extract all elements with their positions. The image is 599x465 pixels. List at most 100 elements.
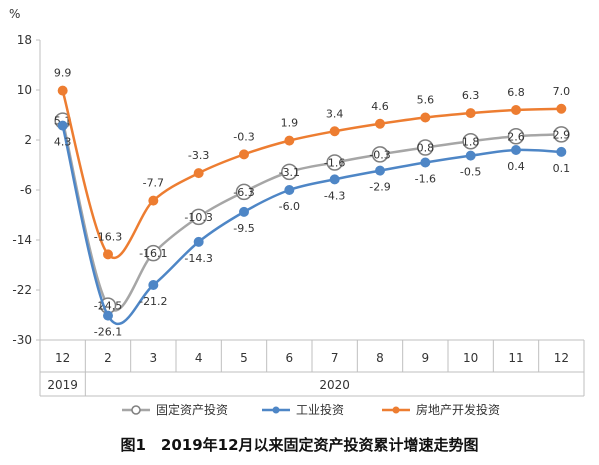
data-point bbox=[103, 310, 113, 321]
data-label: 0.4 bbox=[507, 160, 525, 173]
data-label: 2.9 bbox=[553, 128, 571, 141]
data-point bbox=[556, 146, 567, 157]
data-label: -6.3 bbox=[233, 186, 254, 199]
data-label: -7.7 bbox=[143, 177, 164, 190]
data-label: 9.9 bbox=[54, 67, 72, 80]
x-tick-label: 3 bbox=[150, 351, 158, 365]
data-label: -3.3 bbox=[188, 149, 209, 162]
data-label: -6.0 bbox=[279, 200, 300, 213]
data-point bbox=[420, 112, 431, 123]
data-label: -3.1 bbox=[279, 166, 300, 179]
axes: 18 10 2 -6 -14 -22 -30 12 2 3 4 5 6 7 8 9 10 11 12 2019 2020 bbox=[12, 33, 585, 397]
series-3: 9.9 -16.3 -7.7 -3.3 -0.3 1.9 3.4 4.6 5.6 6.3 6.8 7.… bbox=[54, 67, 571, 260]
data-label: -0.3 bbox=[369, 148, 390, 161]
data-point bbox=[375, 165, 385, 176]
x-tick-label: 9 bbox=[422, 351, 430, 365]
data-point bbox=[556, 103, 567, 114]
x-tick-label: 12 bbox=[554, 351, 569, 365]
data-label: -14.3 bbox=[184, 252, 212, 265]
data-point bbox=[284, 185, 295, 195]
series-1: 5.1-24.5-16.1-10.3-6.3-3.1-1.6-0.30.81.8… bbox=[54, 112, 571, 314]
data-label: -1.6 bbox=[324, 157, 345, 170]
series-layer: 5.1-24.5-16.1-10.3-6.3-3.1-1.6-0.30.81.8… bbox=[54, 67, 570, 339]
series-line bbox=[61, 120, 562, 312]
legend: 固定资产投资 工业投资 房地产开发投资 bbox=[122, 402, 500, 417]
y-tick-label: -22 bbox=[12, 283, 32, 297]
data-point bbox=[375, 118, 385, 129]
data-label: -9.5 bbox=[233, 222, 254, 235]
x-tick-label: 2 bbox=[104, 351, 112, 365]
data-point bbox=[235, 183, 253, 201]
legend-label: 固定资产投资 bbox=[156, 402, 228, 417]
data-point bbox=[326, 154, 343, 171]
data-label: 5.6 bbox=[417, 94, 435, 107]
data-label: 1.8 bbox=[462, 135, 480, 148]
legend-item: 工业投资 bbox=[262, 402, 344, 417]
data-label: -24.5 bbox=[94, 300, 122, 313]
x-tick-label: 5 bbox=[240, 351, 248, 365]
data-label: 2.6 bbox=[507, 130, 525, 143]
data-label: 6.3 bbox=[462, 89, 480, 102]
data-label: -0.5 bbox=[460, 166, 481, 179]
legend-marker bbox=[131, 405, 141, 415]
data-label: 0.1 bbox=[553, 162, 571, 175]
data-point bbox=[371, 146, 389, 163]
data-point bbox=[329, 126, 340, 137]
x-tick-label: 4 bbox=[195, 351, 203, 365]
data-label: -16.1 bbox=[139, 247, 167, 260]
y-tick-label: 10 bbox=[17, 83, 32, 97]
data-point bbox=[239, 206, 249, 217]
series-line bbox=[61, 90, 562, 259]
y-tick-label: -14 bbox=[12, 233, 32, 247]
data-point bbox=[420, 157, 431, 168]
x-tick-label: 7 bbox=[331, 351, 339, 365]
data-point bbox=[329, 174, 340, 185]
y-tick-label: 2 bbox=[24, 133, 32, 147]
x-tick-label: 6 bbox=[286, 351, 294, 365]
data-label: -21.2 bbox=[139, 295, 167, 308]
data-label: 4.3 bbox=[54, 136, 72, 149]
data-point bbox=[281, 163, 298, 181]
data-label: 6.8 bbox=[507, 86, 525, 99]
data-point bbox=[57, 85, 68, 96]
data-point bbox=[193, 236, 204, 247]
series-2: 4.3 -26.1 -21.2 -14.3 -9.5 -6.0 -4.3 -2.9 -1.6 -0… bbox=[54, 120, 571, 339]
data-point bbox=[511, 145, 521, 155]
year-label: 2019 bbox=[47, 378, 78, 392]
x-tick-label: 11 bbox=[508, 351, 523, 365]
legend-item: 房地产开发投资 bbox=[382, 402, 500, 417]
y-tick-label: -6 bbox=[20, 183, 32, 197]
data-point bbox=[239, 149, 249, 160]
data-label: -1.6 bbox=[415, 173, 436, 186]
legend-item: 固定资产投资 bbox=[122, 402, 228, 417]
data-point bbox=[190, 208, 207, 226]
data-point bbox=[465, 150, 476, 161]
data-label: -0.3 bbox=[233, 130, 254, 143]
data-label: -10.3 bbox=[184, 211, 212, 224]
legend-label: 工业投资 bbox=[296, 402, 344, 417]
data-point bbox=[417, 139, 434, 156]
data-label: 7.0 bbox=[553, 85, 571, 98]
data-point bbox=[553, 126, 570, 143]
data-point bbox=[511, 105, 521, 115]
data-point bbox=[145, 244, 162, 262]
data-label: -4.3 bbox=[324, 189, 345, 202]
data-label: -16.3 bbox=[94, 230, 122, 243]
year-label: 2020 bbox=[319, 378, 350, 392]
figure-caption: 图1 2019年12月以来固定资产投资累计增速走势图 bbox=[120, 436, 479, 454]
legend-marker bbox=[392, 406, 400, 414]
data-point bbox=[148, 195, 159, 206]
data-point bbox=[284, 135, 295, 146]
legend-marker bbox=[272, 406, 280, 414]
data-point bbox=[507, 128, 525, 145]
x-tick-label: 8 bbox=[376, 351, 384, 365]
y-tick-label: -30 bbox=[12, 333, 32, 347]
data-label: 1.9 bbox=[281, 117, 299, 130]
data-point bbox=[148, 280, 159, 290]
data-label: -26.1 bbox=[94, 326, 122, 339]
x-tick-label: 12 bbox=[55, 351, 70, 365]
y-tick-label: 18 bbox=[17, 33, 32, 47]
data-point bbox=[103, 249, 113, 260]
data-label: 0.8 bbox=[417, 142, 435, 155]
data-label: 3.4 bbox=[326, 107, 344, 120]
